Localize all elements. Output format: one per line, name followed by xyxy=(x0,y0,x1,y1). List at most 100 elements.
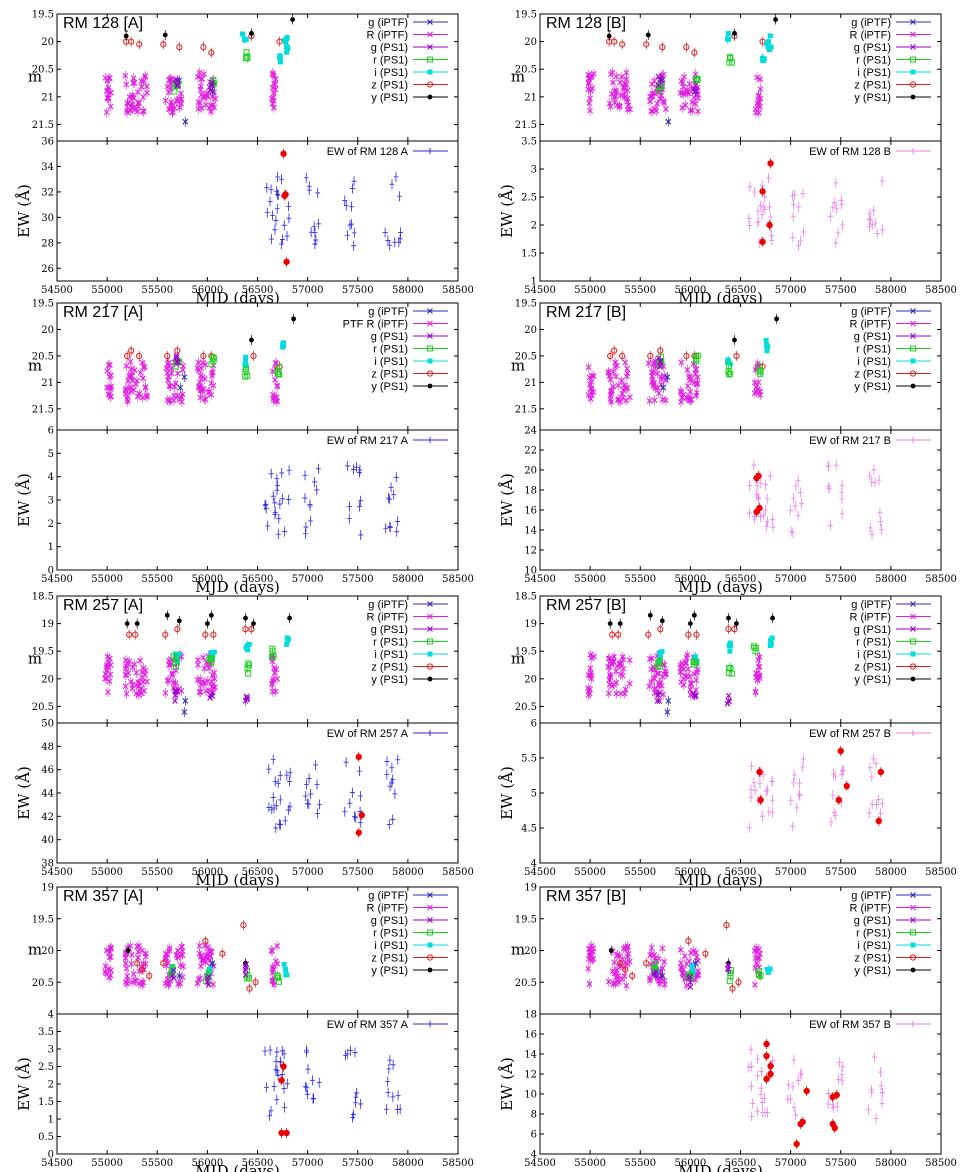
point xyxy=(683,654,690,661)
point xyxy=(657,650,663,656)
ew-axis-label: EW (Å) xyxy=(15,473,33,527)
point xyxy=(694,352,701,359)
point xyxy=(732,337,737,343)
ew-red-series xyxy=(280,148,290,267)
ew-tick-label: 4 xyxy=(531,859,537,870)
ew-red-point xyxy=(875,817,883,825)
point xyxy=(655,390,662,397)
point xyxy=(687,950,694,956)
ew-point xyxy=(797,487,803,498)
x-tick-label: 58000 xyxy=(875,867,907,878)
ew-point xyxy=(833,810,839,821)
point xyxy=(201,665,208,672)
panel-217B: 19.5 20 20.5 21 21.5 m RM 217 [B] g (iPTF)R (iP… xyxy=(498,299,957,597)
point xyxy=(108,946,114,952)
legend-label: g (PS1) xyxy=(854,915,891,927)
point xyxy=(751,379,758,386)
ew-red-point xyxy=(833,1091,840,1099)
legend-label: g (PS1) xyxy=(371,42,408,54)
legend-marker xyxy=(910,56,916,63)
mag-tick-label: 19.5 xyxy=(515,299,537,310)
ew-point xyxy=(869,219,875,230)
ew-point xyxy=(769,776,775,787)
x-tick-label: 56000 xyxy=(191,1158,223,1169)
ew-point xyxy=(766,173,772,184)
point xyxy=(160,960,167,967)
point xyxy=(647,612,653,618)
mag-tick-label: 20 xyxy=(41,946,54,957)
point xyxy=(761,56,767,62)
ew-tick-label: 1 xyxy=(531,277,537,288)
ew-point xyxy=(302,470,308,481)
ew-tick-label: 14 xyxy=(524,1050,537,1061)
point xyxy=(677,946,684,953)
point xyxy=(171,88,178,95)
ew-point xyxy=(767,201,773,212)
ew-point xyxy=(767,471,773,482)
ew-red-point xyxy=(767,160,774,167)
ew-point xyxy=(825,1099,831,1109)
point xyxy=(164,361,171,368)
point xyxy=(591,653,597,660)
series-z_ps1 xyxy=(123,31,283,58)
ew-point xyxy=(354,462,360,473)
mag-axis-label: m xyxy=(28,357,42,375)
point xyxy=(135,89,141,95)
ew-point xyxy=(762,204,768,215)
ew-point xyxy=(287,767,293,778)
x-tick-label: 58000 xyxy=(392,1158,424,1169)
ew-point xyxy=(273,1064,279,1075)
point xyxy=(756,370,763,377)
ew-point xyxy=(348,219,354,230)
ew-point xyxy=(791,1102,797,1113)
point xyxy=(764,966,770,972)
point xyxy=(751,643,758,650)
ew-point xyxy=(267,196,273,207)
ew-point xyxy=(790,821,796,832)
point xyxy=(693,631,700,638)
ew-point xyxy=(752,187,758,198)
legend-marker xyxy=(910,942,916,948)
point xyxy=(179,943,185,950)
point xyxy=(274,382,281,389)
ew-point xyxy=(839,1075,845,1086)
x-tick-label: 58500 xyxy=(925,867,957,878)
ew-point xyxy=(768,211,774,222)
point xyxy=(242,373,249,380)
ew-red-point xyxy=(759,188,766,195)
point xyxy=(615,631,622,638)
point xyxy=(726,362,733,369)
point xyxy=(657,654,663,660)
mag-tick-label: 21 xyxy=(524,378,537,389)
ew-red-point xyxy=(803,1087,810,1095)
point xyxy=(647,352,654,360)
ew-point xyxy=(873,799,879,810)
ew-point xyxy=(264,182,270,193)
point xyxy=(647,93,653,100)
legend-marker xyxy=(909,663,917,670)
ew-point xyxy=(800,188,806,199)
ew-point xyxy=(760,510,766,521)
ew-tick-label: 30 xyxy=(41,213,54,224)
ew-point xyxy=(284,231,290,242)
ew-frame xyxy=(539,722,942,864)
ew-point xyxy=(788,795,794,806)
point xyxy=(102,671,109,677)
x-tick-label: 55500 xyxy=(141,1158,173,1169)
point xyxy=(619,73,625,80)
legend-marker xyxy=(910,917,916,923)
ew-point xyxy=(795,240,801,251)
ew-point xyxy=(315,808,321,819)
ew-point xyxy=(303,172,309,183)
mag-frame xyxy=(56,302,459,431)
point xyxy=(143,83,150,90)
point xyxy=(176,618,182,624)
ew-point xyxy=(758,200,764,211)
legend-marker xyxy=(910,904,916,911)
point xyxy=(653,107,660,114)
ew-point xyxy=(274,1065,280,1076)
point xyxy=(765,344,771,350)
ew-point xyxy=(873,1113,879,1124)
